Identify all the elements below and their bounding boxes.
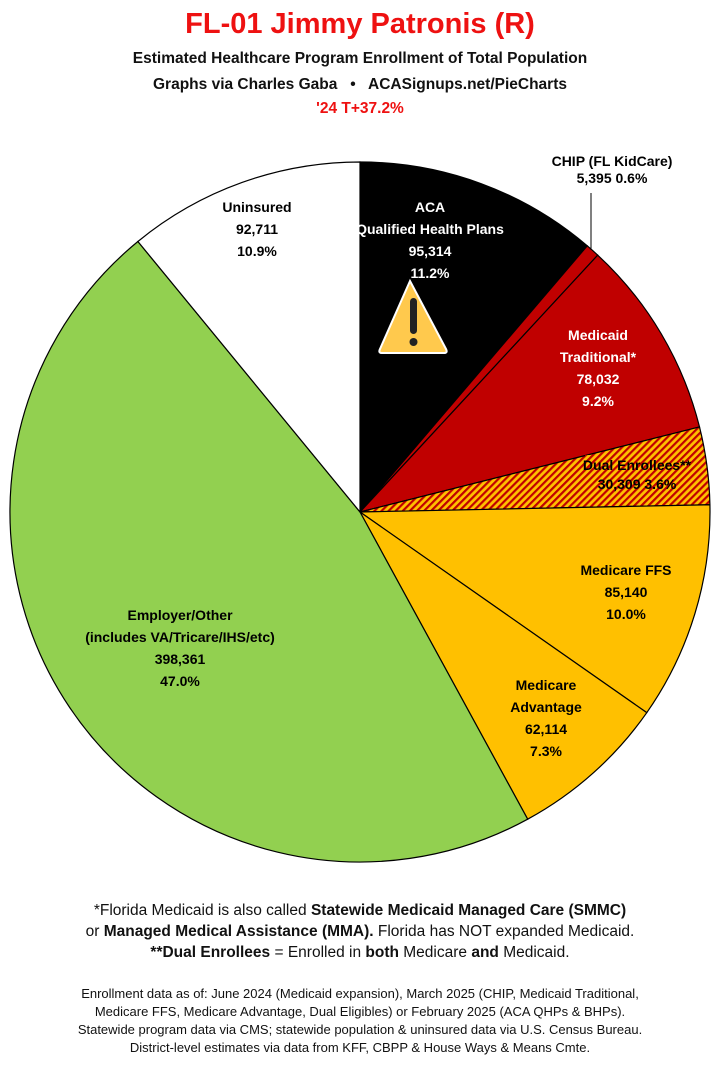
slice-label-dual-enrollees: 30,309 3.6% bbox=[598, 476, 677, 492]
chart-credit: Graphs via Charles Gaba • ACASignups.net… bbox=[153, 76, 567, 93]
slice-label-employer-other: 398,361 bbox=[155, 651, 206, 667]
pie-slice-medicare-ffs bbox=[358, 504, 711, 714]
slice-label-employer-other: 47.0% bbox=[160, 673, 200, 689]
slice-label-medicare-advantage: Advantage bbox=[510, 699, 582, 715]
pie-slice-aca-qualified-health-plans bbox=[359, 161, 589, 514]
sources: Enrollment data as of: June 2024 (Medica… bbox=[0, 985, 720, 1057]
slice-label-uninsured: 10.9% bbox=[237, 243, 277, 259]
footnote-line: or Managed Medical Assistance (MMA). Flo… bbox=[0, 921, 720, 942]
slice-label-aca-qualified-health-plans: Qualified Health Plans bbox=[356, 221, 504, 237]
chart-title: FL-01 Jimmy Patronis (R) bbox=[185, 8, 535, 40]
slice-label-employer-other: Employer/Other bbox=[127, 607, 233, 623]
slice-label-chip-fl-kidcare: 5,395 0.6% bbox=[577, 170, 648, 186]
source-line: District-level estimates via data from K… bbox=[129, 1040, 591, 1055]
slice-label-uninsured: 92,711 bbox=[236, 221, 278, 237]
slice-label-aca-qualified-health-plans: 95,314 bbox=[409, 243, 452, 259]
pie-slice-employer-other bbox=[9, 240, 529, 863]
footnote-line: **Dual Enrollees = Enrolled in both Medi… bbox=[0, 942, 720, 963]
slice-label-medicaid-traditional: 78,032 bbox=[577, 371, 620, 387]
source-line: Medicare FFS, Medicare Advantage, Dual E… bbox=[94, 1004, 626, 1019]
slice-label-medicare-advantage: 7.3% bbox=[530, 743, 562, 759]
slice-label-aca-qualified-health-plans: 11.2% bbox=[411, 265, 450, 281]
footnote-text: **Dual Enrollees bbox=[150, 944, 271, 961]
slice-label-dual-enrollees: Dual Enrollees** bbox=[583, 457, 692, 473]
slice-label-medicaid-traditional: Traditional* bbox=[560, 349, 637, 365]
warning-icon bbox=[378, 278, 448, 354]
footnote-text: Medicare bbox=[398, 944, 472, 961]
slice-label-medicare-ffs: 10.0% bbox=[606, 606, 646, 622]
footnote-text: or bbox=[85, 923, 104, 940]
footnote-text: Statewide Medicaid Managed Care (SMMC) bbox=[310, 902, 627, 919]
source-line: Enrollment data as of: June 2024 (Medica… bbox=[81, 986, 639, 1001]
source-line: Statewide program data via CMS; statewid… bbox=[77, 1022, 643, 1037]
footnotes: *Florida Medicaid is also called Statewi… bbox=[0, 900, 720, 963]
slice-label-aca-qualified-health-plans: ACA bbox=[415, 199, 445, 215]
slice-label-uninsured: Uninsured bbox=[222, 199, 291, 215]
footnote-text: and bbox=[471, 944, 499, 961]
slice-label-medicare-advantage: Medicare bbox=[516, 677, 577, 693]
slice-label-medicare-ffs: 85,140 bbox=[605, 584, 648, 600]
slice-label-medicare-advantage: 62,114 bbox=[525, 721, 567, 737]
slice-label-medicaid-traditional: 9.2% bbox=[582, 393, 614, 409]
slice-label-chip-fl-kidcare: CHIP (FL KidCare) bbox=[552, 153, 673, 169]
pie-slice-uninsured bbox=[137, 161, 361, 514]
footnote-text: both bbox=[365, 944, 399, 961]
chart-subtitle: Estimated Healthcare Program Enrollment … bbox=[132, 50, 588, 67]
pie-slice-medicare-advantage bbox=[359, 511, 648, 821]
footnote-text: Medicaid. bbox=[498, 944, 570, 961]
slice-label-medicaid-traditional: Medicaid bbox=[568, 327, 628, 343]
trump-margin: '24 T+37.2% bbox=[316, 100, 404, 117]
slice-label-employer-other: (includes VA/Tricare/IHS/etc) bbox=[85, 629, 275, 645]
footnote-text: Florida has NOT expanded Medicaid. bbox=[373, 923, 635, 940]
footnote-line: *Florida Medicaid is also called Statewi… bbox=[0, 900, 720, 921]
label-background bbox=[585, 455, 689, 495]
footnote-text: = Enrolled in bbox=[270, 944, 366, 961]
footnote-text: *Florida Medicaid is also called bbox=[93, 902, 311, 919]
footnote-text: Managed Medical Assistance (MMA). bbox=[103, 923, 374, 940]
slice-label-medicare-ffs: Medicare FFS bbox=[580, 562, 671, 578]
